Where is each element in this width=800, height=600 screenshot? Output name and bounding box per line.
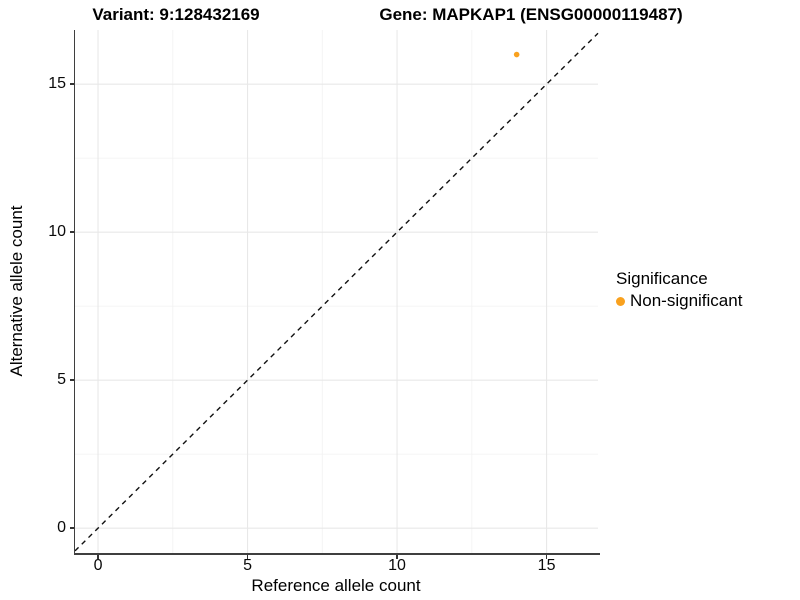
y-tick (69, 527, 74, 529)
x-tick-label: 5 (243, 557, 252, 574)
y-tick (69, 379, 74, 381)
x-tick-label: 10 (388, 557, 406, 574)
legend-point-icon (616, 296, 625, 306)
x-axis-title: Reference allele count (251, 576, 421, 595)
x-tick (396, 554, 398, 559)
x-tick (545, 554, 548, 559)
legend-item: Non-significant (616, 291, 742, 311)
plot-panel (74, 30, 599, 553)
legend: Significance Non-significant (616, 269, 742, 311)
x-tick-label: 15 (537, 557, 556, 574)
data-point (513, 51, 520, 58)
y-axis-title: Alternative allele count (7, 205, 26, 377)
y-tick (69, 83, 74, 85)
y-tick-label: 5 (57, 371, 66, 389)
x-tick (97, 554, 99, 559)
identity-line-dashed (74, 32, 599, 552)
legend-label: Non-significant (630, 291, 743, 310)
plot-title-gene: Gene: MAPKAP1 (ENSG00000119487) (379, 5, 683, 24)
y-tick-label: 15 (48, 75, 66, 93)
x-tick (246, 554, 249, 559)
x-axis-line (73, 553, 600, 555)
legend-title: Significance (616, 269, 708, 288)
y-tick-label: 0 (57, 519, 66, 537)
y-axis-line (73, 30, 75, 555)
y-tick-label: 10 (48, 223, 66, 241)
plot-canvas (74, 30, 599, 553)
legend-items: Non-significant (616, 291, 742, 311)
x-tick-label: 0 (93, 557, 103, 574)
plot-title-variant: Variant: 9:128432169 (92, 5, 260, 24)
y-tick (69, 231, 74, 233)
